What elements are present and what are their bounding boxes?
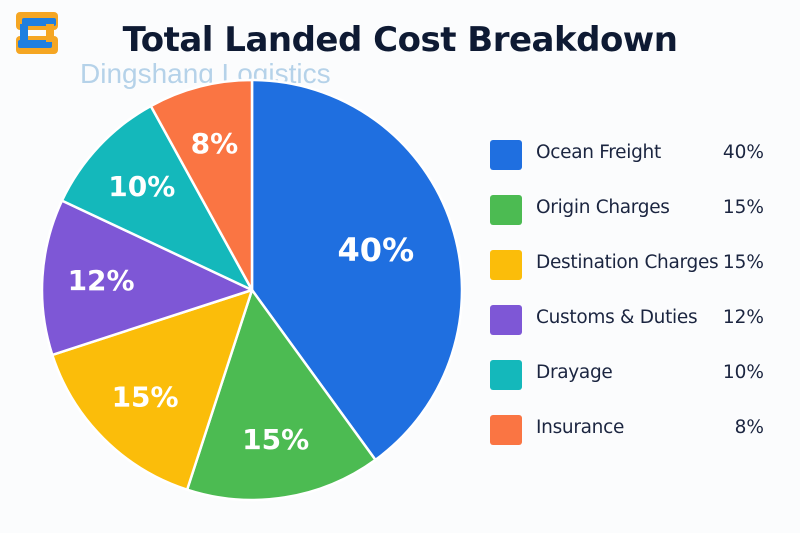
slice-data-label: 10%	[108, 170, 175, 203]
pie-slice-3	[40, 199, 254, 357]
legend-label: Destination Charges	[536, 252, 719, 273]
legend-label: Customs & Duties	[536, 307, 698, 328]
chart-title: Total Landed Cost Breakdown	[122, 20, 678, 60]
pie-slice-0	[250, 78, 464, 462]
legend-swatch	[490, 195, 522, 225]
legend-label: Insurance	[536, 417, 625, 438]
pie-slice-4	[60, 104, 254, 292]
legend-swatch	[490, 140, 522, 170]
legend-swatch	[490, 305, 522, 335]
legend-item: Customs & Duties 12%	[490, 303, 780, 358]
slice-data-label: 8%	[191, 127, 239, 160]
legend-item: Insurance 8%	[490, 413, 780, 468]
legend-value: 40%	[722, 142, 764, 163]
slice-data-label: 15%	[242, 423, 309, 456]
legend-swatch	[490, 360, 522, 390]
legend-label: Origin Charges	[536, 197, 670, 218]
legend-item: Ocean Freight 40%	[490, 138, 780, 193]
legend-item: Origin Charges 15%	[490, 193, 780, 248]
legend-item: Destination Charges 15%	[490, 248, 780, 303]
legend-label: Drayage	[536, 362, 613, 383]
legend-value: 12%	[722, 307, 764, 328]
slice-data-label: 15%	[112, 380, 179, 413]
legend-value: 15%	[722, 252, 764, 273]
company-logo-icon	[16, 12, 58, 54]
chart-legend: Ocean Freight 40% Origin Charges 15% Destina…	[490, 138, 780, 468]
pie-slice-1	[185, 288, 377, 502]
slice-data-label: 40%	[338, 231, 415, 269]
slice-data-label: 12%	[68, 264, 135, 297]
legend-swatch	[490, 415, 522, 445]
pie-slice-5	[149, 78, 254, 292]
legend-value: 15%	[722, 197, 764, 218]
legend-value: 8%	[734, 417, 764, 438]
legend-swatch	[490, 250, 522, 280]
legend-value: 10%	[722, 362, 764, 383]
legend-item: Drayage 10%	[490, 358, 780, 413]
legend-label: Ocean Freight	[536, 142, 661, 163]
